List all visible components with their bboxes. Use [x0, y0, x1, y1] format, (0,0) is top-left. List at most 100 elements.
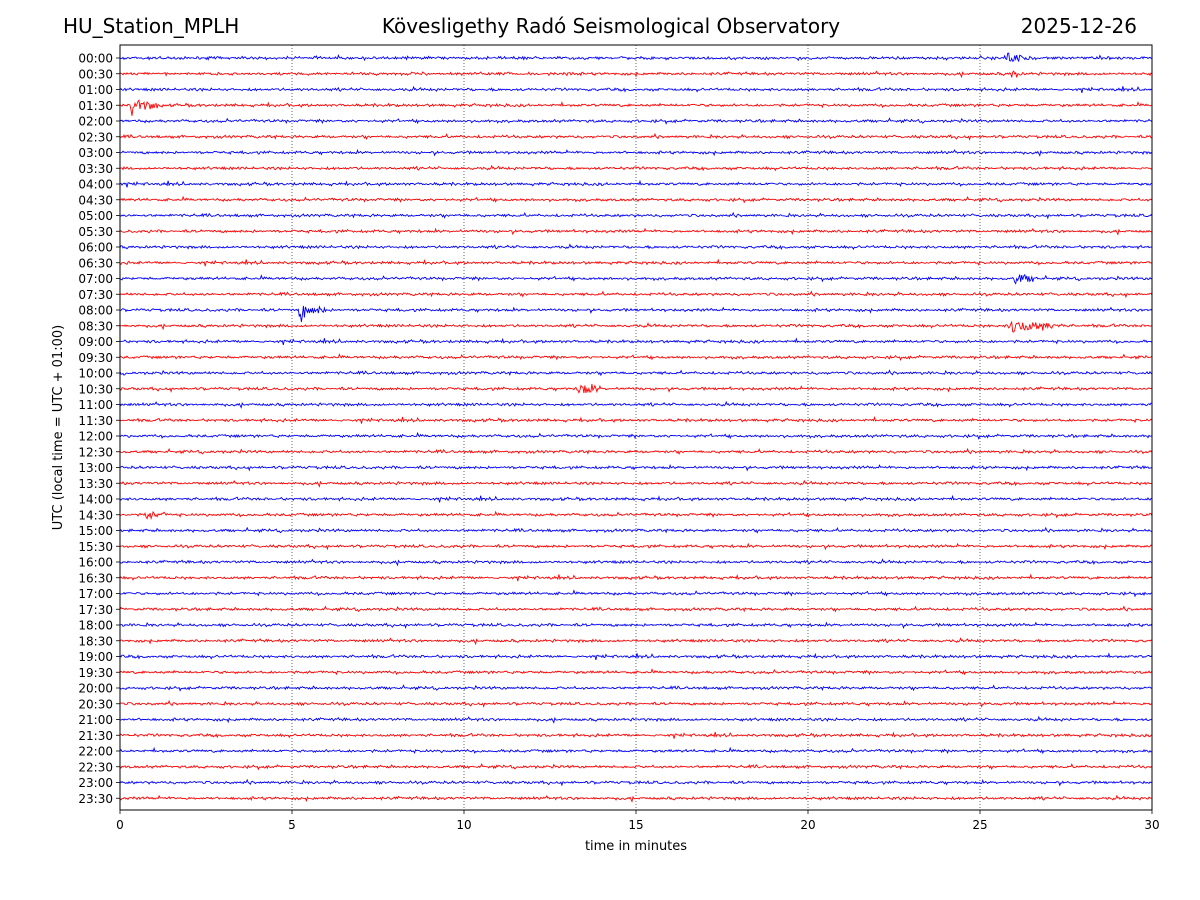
trace-2130 [119, 731, 1153, 739]
trace-1100 [119, 400, 1153, 409]
trace-0030 [119, 70, 1153, 79]
y-tick-label: 23:00 [78, 776, 113, 790]
trace-1930 [119, 668, 1153, 676]
trace-1230 [119, 447, 1153, 456]
y-tick-label: 09:00 [78, 335, 113, 349]
trace-2000 [119, 684, 1153, 692]
trace-0830 [119, 320, 1153, 333]
y-tick-label: 03:30 [78, 162, 113, 176]
y-tick-label: 02:00 [78, 115, 113, 129]
x-axis-label: time in minutes [585, 839, 687, 854]
trace-1700 [119, 589, 1153, 598]
trace-1500 [119, 526, 1153, 534]
trace-2230 [119, 763, 1153, 771]
x-tick-label: 15 [628, 818, 643, 832]
y-tick-label: 12:00 [78, 430, 113, 444]
trace-1730 [119, 605, 1153, 613]
y-tick-label: 11:30 [78, 414, 113, 428]
trace-2300 [119, 778, 1153, 787]
trace-2030 [119, 699, 1153, 708]
x-tick-label: 20 [800, 818, 815, 832]
trace-0530 [119, 227, 1153, 236]
trace-1630 [119, 573, 1153, 582]
y-tick-label: 15:00 [78, 524, 113, 538]
station-name: HU_Station_MPLH [63, 14, 240, 38]
y-tick-label: 15:30 [78, 540, 113, 554]
y-tick-label: 03:00 [78, 146, 113, 160]
y-tick-label: 17:00 [78, 587, 113, 601]
chart-title: Kövesligethy Radó Seismological Observat… [381, 14, 841, 38]
trace-0200 [119, 117, 1153, 125]
y-tick-label: 07:00 [78, 272, 113, 286]
trace-0130 [119, 99, 1153, 116]
y-tick-label: 11:00 [78, 398, 113, 412]
trace-0100 [119, 85, 1153, 94]
y-tick-label: 00:30 [78, 67, 113, 81]
trace-1000 [119, 369, 1153, 377]
trace-1430 [119, 510, 1153, 521]
trace-1830 [119, 637, 1153, 646]
trace-0700 [119, 273, 1153, 285]
y-tick-label: 22:00 [78, 745, 113, 759]
y-tick-label: 12:30 [78, 445, 113, 459]
y-tick-label: 21:30 [78, 729, 113, 743]
trace-0730 [119, 290, 1153, 299]
y-tick-label: 10:30 [78, 382, 113, 396]
y-tick-label: 19:30 [78, 666, 113, 680]
trace-0330 [119, 164, 1153, 172]
y-tick-label: 06:00 [78, 241, 113, 255]
y-tick-label: 22:30 [78, 760, 113, 774]
trace-0230 [119, 132, 1153, 141]
trace-1130 [119, 415, 1153, 424]
trace-0930 [119, 353, 1153, 362]
y-tick-label: 18:00 [78, 619, 113, 633]
trace-0630 [119, 258, 1153, 267]
y-tick-label: 18:30 [78, 634, 113, 648]
y-tick-label: 14:30 [78, 508, 113, 522]
y-tick-label: 08:30 [78, 319, 113, 333]
y-tick-label: 14:00 [78, 493, 113, 507]
trace-2200 [119, 746, 1153, 755]
trace-1900 [119, 652, 1153, 661]
y-tick-label: 08:00 [78, 304, 113, 318]
y-tick-label: 09:30 [78, 351, 113, 365]
y-tick-label: 20:00 [78, 682, 113, 696]
trace-2100 [119, 715, 1153, 724]
x-tick-label: 0 [116, 818, 124, 832]
y-axis-label: UTC (local time = UTC + 01:00) [51, 325, 66, 530]
trace-0430 [119, 195, 1153, 204]
trace-0400 [119, 179, 1153, 188]
y-tick-label: 23:30 [78, 792, 113, 806]
trace-1200 [119, 431, 1153, 440]
y-tick-label: 05:30 [78, 225, 113, 239]
trace-1600 [119, 558, 1153, 567]
y-tick-label: 01:30 [78, 99, 113, 113]
y-tick-label: 00:00 [78, 52, 113, 66]
y-tick-label: 10:00 [78, 367, 113, 381]
trace-0600 [119, 243, 1153, 251]
x-tick-label: 5 [288, 818, 296, 832]
trace-0000 [119, 52, 1153, 63]
y-tick-label: 04:30 [78, 193, 113, 207]
trace-1030 [119, 383, 1153, 394]
trace-1530 [119, 542, 1153, 551]
y-tick-label: 16:00 [78, 556, 113, 570]
trace-0500 [119, 211, 1153, 220]
trace-0800 [119, 305, 1153, 323]
y-tick-label: 20:30 [78, 697, 113, 711]
y-tick-label: 05:00 [78, 209, 113, 223]
trace-1400 [119, 494, 1153, 503]
y-tick-label: 19:00 [78, 650, 113, 664]
trace-0900 [119, 337, 1153, 346]
x-tick-label: 10 [456, 818, 471, 832]
trace-1330 [119, 479, 1153, 488]
y-tick-label: 04:00 [78, 178, 113, 192]
y-tick-label: 02:30 [78, 130, 113, 144]
y-tick-label: 13:30 [78, 477, 113, 491]
chart-date: 2025-12-26 [1020, 14, 1137, 38]
y-tick-label: 01:00 [78, 83, 113, 97]
x-tick-label: 30 [1144, 818, 1159, 832]
y-tick-label: 13:00 [78, 461, 113, 475]
trace-0300 [119, 148, 1153, 157]
